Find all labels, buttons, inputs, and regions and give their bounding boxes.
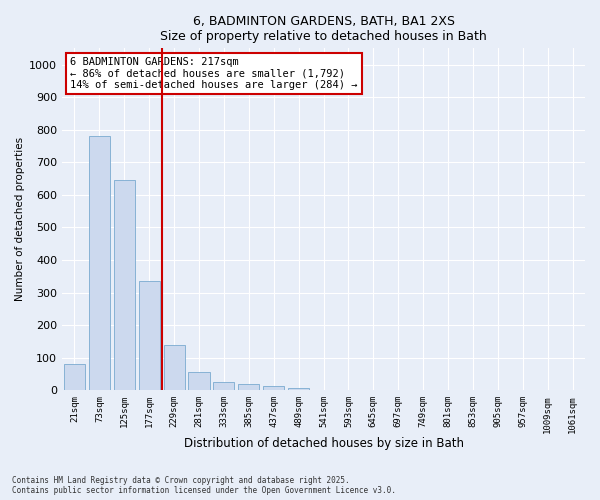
Bar bbox=[263, 386, 284, 390]
Title: 6, BADMINTON GARDENS, BATH, BA1 2XS
Size of property relative to detached houses: 6, BADMINTON GARDENS, BATH, BA1 2XS Size… bbox=[160, 15, 487, 43]
Text: Contains HM Land Registry data © Crown copyright and database right 2025.
Contai: Contains HM Land Registry data © Crown c… bbox=[12, 476, 396, 495]
Bar bbox=[114, 180, 135, 390]
Bar bbox=[164, 344, 185, 391]
Bar bbox=[214, 382, 235, 390]
Bar bbox=[288, 388, 309, 390]
Bar bbox=[238, 384, 259, 390]
X-axis label: Distribution of detached houses by size in Bath: Distribution of detached houses by size … bbox=[184, 437, 464, 450]
Bar bbox=[89, 136, 110, 390]
Bar bbox=[139, 281, 160, 390]
Bar bbox=[64, 364, 85, 390]
Text: 6 BADMINTON GARDENS: 217sqm
← 86% of detached houses are smaller (1,792)
14% of : 6 BADMINTON GARDENS: 217sqm ← 86% of det… bbox=[70, 57, 358, 90]
Y-axis label: Number of detached properties: Number of detached properties bbox=[15, 138, 25, 302]
Bar bbox=[188, 372, 209, 390]
